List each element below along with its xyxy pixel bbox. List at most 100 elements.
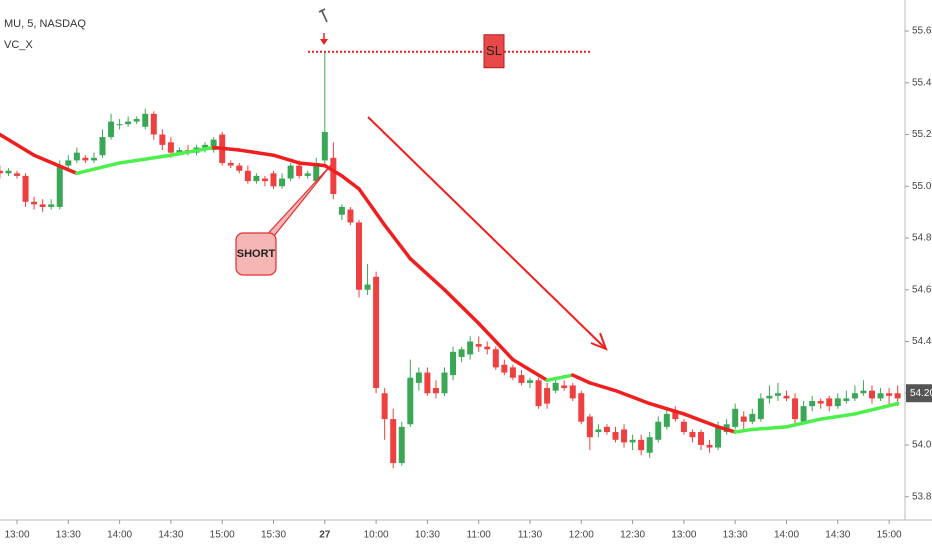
candle-body xyxy=(90,157,97,161)
candle-body xyxy=(501,364,508,373)
candle-body xyxy=(877,393,884,399)
y-tick-label: 55.60 xyxy=(912,26,932,37)
candle-body xyxy=(381,393,388,420)
ma-segment xyxy=(408,256,447,292)
indicator-label: VC_X xyxy=(4,39,33,51)
candle-body xyxy=(544,388,551,404)
x-tick-label: 13:30 xyxy=(723,530,748,541)
candle-body xyxy=(518,375,525,383)
x-tick-label: 15:30 xyxy=(261,530,286,541)
candle-body xyxy=(740,416,747,422)
candle-body xyxy=(629,439,636,443)
candle-body xyxy=(330,157,337,195)
y-tick-label: 54.60 xyxy=(912,284,932,295)
short-callout: SHORT xyxy=(235,164,332,276)
candle-body xyxy=(390,419,397,464)
ma-segment xyxy=(271,153,301,165)
candle-body xyxy=(167,142,174,153)
candle-body xyxy=(56,165,63,207)
candle-body xyxy=(82,157,89,161)
ma-segment xyxy=(211,145,242,152)
candle-body xyxy=(886,393,893,396)
ma-segment xyxy=(442,288,481,326)
x-tick-label: 27 xyxy=(319,530,331,541)
candle-body xyxy=(569,385,576,399)
x-tick-label: 11:00 xyxy=(467,530,492,541)
candle-body xyxy=(227,162,234,166)
ma-segment xyxy=(784,417,823,429)
candle-body xyxy=(244,170,251,182)
candle-body xyxy=(646,437,653,453)
candle-body xyxy=(133,119,140,122)
candle-body xyxy=(663,413,670,427)
ma-segment xyxy=(75,161,122,176)
candle-body xyxy=(475,344,482,347)
candle-body xyxy=(296,165,303,176)
candle-body xyxy=(809,400,816,407)
candle-body xyxy=(39,204,46,207)
candle-body xyxy=(484,346,491,350)
candle-body xyxy=(826,398,833,407)
candle-body xyxy=(757,398,764,420)
candle-body xyxy=(672,411,679,420)
candle-body xyxy=(210,139,217,151)
candle-body xyxy=(48,204,55,207)
ma-segment xyxy=(613,388,652,406)
ma-segment xyxy=(853,401,900,416)
x-tick-label: 14:30 xyxy=(158,530,183,541)
ma-segment xyxy=(32,153,79,176)
candle-body xyxy=(860,390,867,394)
candle-body xyxy=(31,201,38,205)
candle-body xyxy=(338,206,345,215)
candle-body xyxy=(732,408,739,427)
candle-body xyxy=(407,377,414,425)
candle-body xyxy=(125,121,132,125)
ma-segment xyxy=(818,412,857,421)
candle-body xyxy=(586,416,593,438)
candle-body xyxy=(689,432,696,438)
candle-body xyxy=(287,165,294,179)
x-tick-label: 13:00 xyxy=(671,530,696,541)
ma-segment xyxy=(733,427,755,434)
candle-body xyxy=(14,173,20,176)
x-tick-label: 15:00 xyxy=(877,530,902,541)
candle-body xyxy=(22,175,29,202)
candle-body xyxy=(150,113,157,135)
ma-segment xyxy=(545,373,575,383)
candle-body xyxy=(159,134,166,145)
candle-body xyxy=(509,367,516,378)
candle-body xyxy=(176,150,183,153)
candle-body xyxy=(450,351,457,376)
candle-body xyxy=(321,131,328,161)
candle-body xyxy=(116,124,123,126)
candle-body xyxy=(792,398,799,420)
candle-body xyxy=(680,421,687,433)
candle-body xyxy=(749,413,756,422)
candle-body xyxy=(99,137,106,156)
candle-body xyxy=(253,175,260,182)
candle-body xyxy=(774,393,781,396)
signal-label: SHORT xyxy=(237,248,276,260)
candle-body xyxy=(535,380,542,407)
candle-body xyxy=(603,426,610,433)
ma-segment xyxy=(588,381,618,393)
candle-body xyxy=(142,113,149,127)
x-tick-label: 12:00 xyxy=(569,530,594,541)
candle-body xyxy=(698,432,704,445)
candle-body xyxy=(0,170,3,174)
x-tick-label: 11:30 xyxy=(518,530,543,541)
x-tick-label: 15:00 xyxy=(210,530,235,541)
candle-body xyxy=(766,395,773,399)
candle-body xyxy=(279,178,286,187)
candle-body xyxy=(73,152,80,161)
x-tick-label: 14:00 xyxy=(774,530,799,541)
candle-body xyxy=(492,349,499,368)
ma-segment xyxy=(340,174,361,191)
ma-segment xyxy=(750,425,789,432)
candle-body xyxy=(261,178,268,182)
candle-body xyxy=(800,406,807,422)
candle-body xyxy=(236,165,243,171)
candle-body xyxy=(270,173,277,187)
candle-body xyxy=(202,144,209,148)
